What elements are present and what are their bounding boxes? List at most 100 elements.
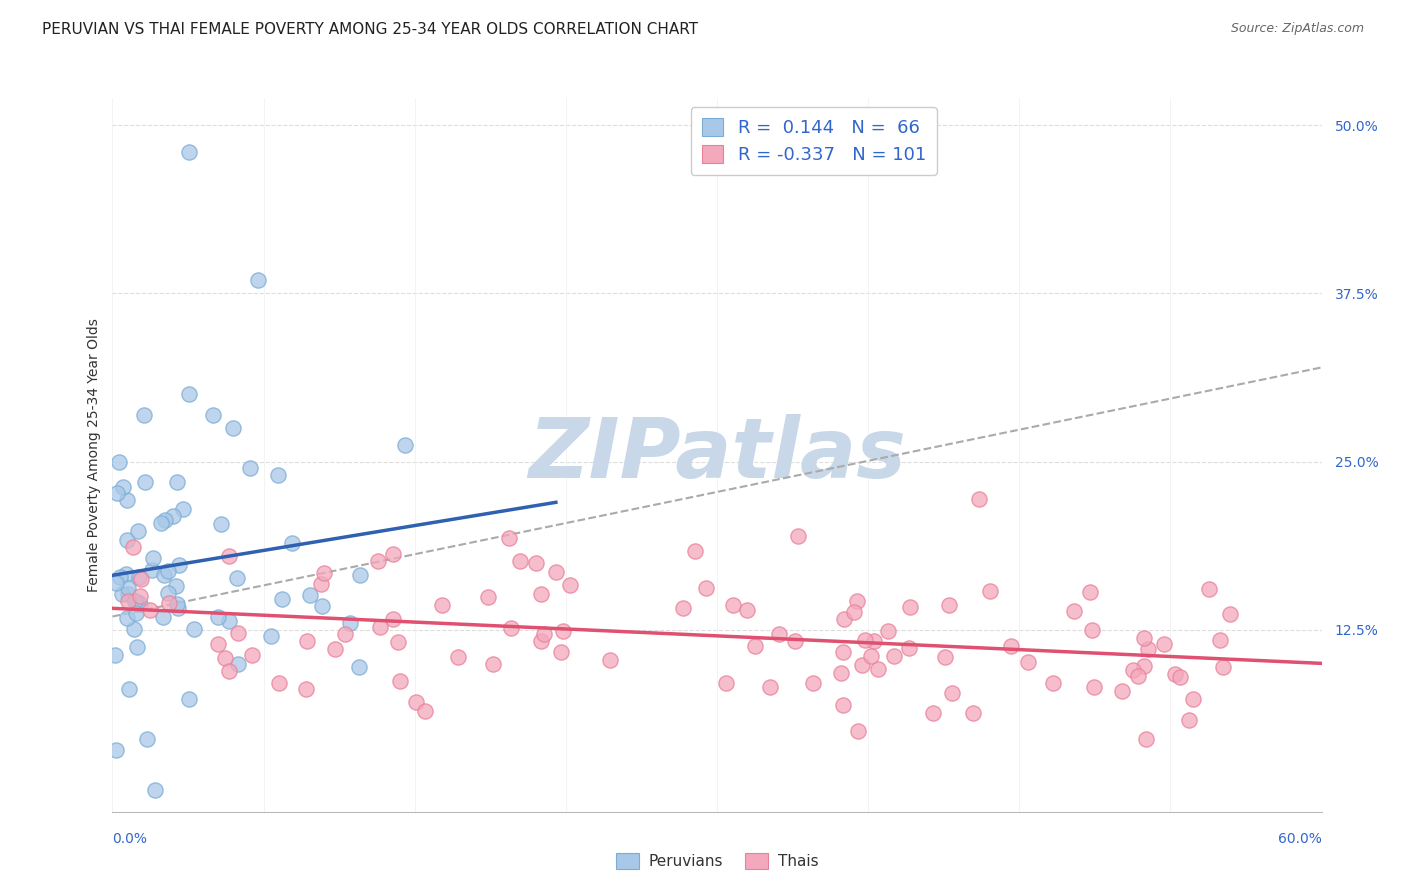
Point — [898, 641, 921, 656]
Point — [177, 691, 200, 706]
Point — [863, 634, 886, 648]
Point — [127, 524, 149, 538]
Point — [381, 547, 404, 561]
Point — [1063, 604, 1085, 618]
Point — [209, 516, 232, 531]
Point — [758, 681, 780, 695]
Point — [149, 516, 172, 531]
Point — [333, 627, 356, 641]
Point — [551, 624, 574, 638]
Point — [737, 603, 759, 617]
Point — [122, 540, 145, 554]
Point — [860, 649, 883, 664]
Point — [1219, 607, 1241, 621]
Point — [447, 650, 470, 665]
Point — [550, 645, 572, 659]
Point — [389, 674, 412, 689]
Point — [139, 602, 162, 616]
Point — [311, 599, 333, 614]
Point — [117, 581, 139, 595]
Point — [498, 532, 520, 546]
Point — [714, 676, 737, 690]
Point — [228, 657, 250, 671]
Point — [111, 587, 134, 601]
Point — [922, 706, 945, 720]
Point — [157, 586, 180, 600]
Point — [509, 554, 531, 568]
Point — [240, 648, 263, 662]
Point — [1000, 639, 1022, 653]
Point — [934, 650, 956, 665]
Point — [499, 621, 522, 635]
Point — [853, 632, 876, 647]
Point — [695, 581, 717, 595]
Point — [831, 645, 853, 659]
Point — [1133, 658, 1156, 673]
Point — [152, 609, 174, 624]
Point — [136, 732, 159, 747]
Point — [482, 657, 505, 671]
Point — [1178, 713, 1201, 727]
Point — [1122, 663, 1144, 677]
Point — [1080, 623, 1102, 637]
Point — [967, 492, 990, 507]
Point — [1111, 684, 1133, 698]
Point — [117, 593, 139, 607]
Point — [167, 601, 190, 615]
Point — [898, 599, 921, 614]
Point — [295, 634, 318, 648]
Point — [530, 587, 553, 601]
Point — [118, 681, 141, 696]
Point — [1198, 582, 1220, 597]
Point — [125, 607, 148, 621]
Point — [222, 421, 245, 435]
Point — [846, 724, 869, 739]
Point — [145, 782, 167, 797]
Point — [260, 629, 283, 643]
Point — [744, 639, 766, 653]
Point — [125, 640, 148, 654]
Point — [883, 648, 905, 663]
Point — [153, 513, 176, 527]
Point — [124, 594, 146, 608]
Point — [108, 455, 131, 469]
Point — [122, 622, 145, 636]
Point — [115, 493, 138, 508]
Point — [246, 273, 269, 287]
Text: Source: ZipAtlas.com: Source: ZipAtlas.com — [1230, 22, 1364, 36]
Point — [405, 695, 427, 709]
Point — [347, 659, 370, 673]
Point — [721, 598, 744, 612]
Point — [166, 597, 188, 611]
Point — [672, 601, 695, 615]
Point — [323, 642, 346, 657]
Point — [1209, 632, 1232, 647]
Point — [1078, 585, 1101, 599]
Point — [218, 549, 240, 563]
Point — [560, 578, 582, 592]
Point — [166, 475, 188, 489]
Point — [1017, 655, 1039, 669]
Point — [786, 529, 808, 543]
Point — [141, 563, 163, 577]
Legend: Peruvians, Thais: Peruvians, Thais — [610, 847, 824, 875]
Y-axis label: Female Poverty Among 25-34 Year Olds: Female Poverty Among 25-34 Year Olds — [87, 318, 101, 592]
Point — [165, 579, 187, 593]
Point — [132, 409, 155, 423]
Point — [127, 597, 149, 611]
Point — [530, 634, 553, 648]
Text: 0.0%: 0.0% — [112, 832, 148, 846]
Point — [115, 611, 138, 625]
Point — [367, 554, 389, 568]
Point — [349, 568, 371, 582]
Point — [218, 614, 240, 628]
Point — [157, 596, 180, 610]
Point — [131, 572, 153, 586]
Point — [202, 408, 225, 422]
Point — [177, 145, 200, 159]
Point — [533, 627, 555, 641]
Point — [226, 571, 249, 585]
Point — [104, 648, 127, 662]
Point — [432, 598, 454, 612]
Point — [768, 627, 790, 641]
